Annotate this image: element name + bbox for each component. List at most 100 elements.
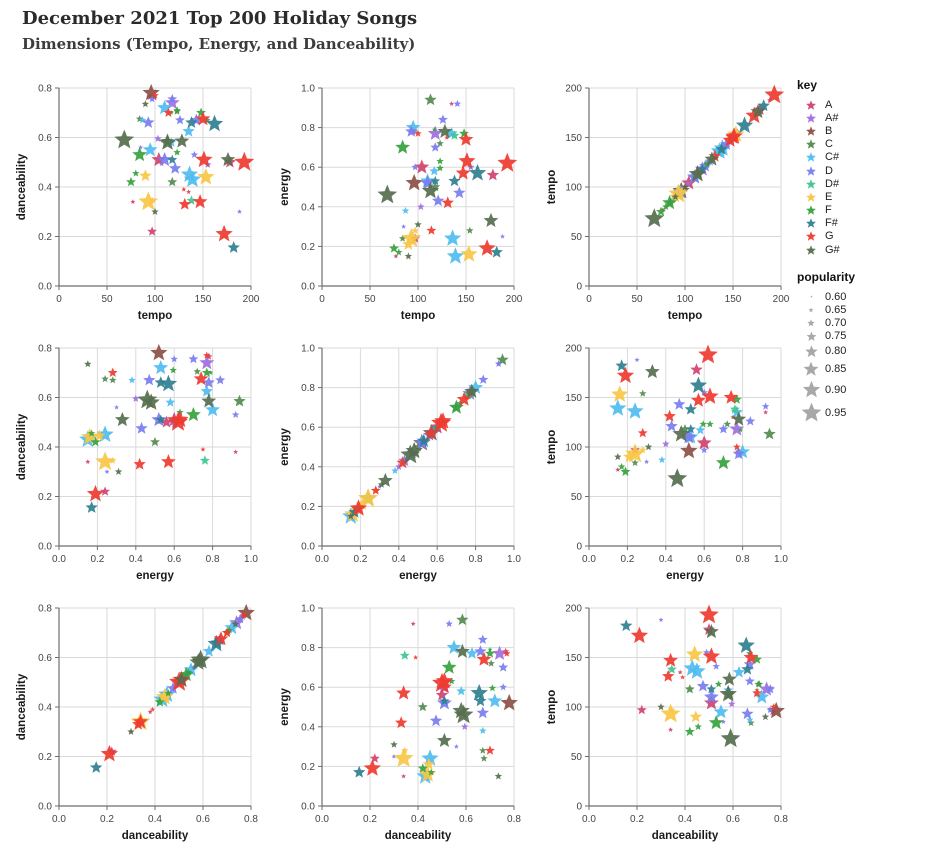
data-point-star xyxy=(167,154,178,164)
data-point-star xyxy=(104,469,110,474)
data-point-star xyxy=(235,613,246,624)
data-point-star xyxy=(434,412,452,429)
y-tick-label: 0.6 xyxy=(301,163,315,174)
data-point-star xyxy=(430,175,441,186)
x-axis-title: energy xyxy=(399,570,437,582)
legend-popularity-entry: 0.95 xyxy=(797,400,943,424)
data-point-star xyxy=(169,366,177,374)
legend-key-section: key A A# B C C# D D# E F F# G G# xyxy=(797,78,943,256)
data-point-star xyxy=(160,415,173,428)
data-point-star xyxy=(202,376,215,388)
y-tick-label: 0.2 xyxy=(38,492,52,503)
legend-popularity-entry: 0.70 xyxy=(797,316,943,329)
popularity-star-icon xyxy=(797,330,825,343)
y-tick-label: 0.0 xyxy=(38,802,52,813)
data-point-star xyxy=(453,99,462,107)
legend-popularity-label: 0.65 xyxy=(825,303,847,316)
x-tick-label: 0.8 xyxy=(774,814,788,825)
data-point-star xyxy=(405,125,418,137)
data-point-star xyxy=(474,694,487,707)
key-star-icon xyxy=(797,178,825,190)
data-point-star xyxy=(164,689,172,697)
data-point-star xyxy=(499,683,507,691)
data-point-star xyxy=(722,671,737,686)
y-tick-label: 0.4 xyxy=(38,703,52,714)
panel-danceability-vs-danceability: 0.0 0.2 0.4 0.6 0.8 0.0 0.2 0.4 0.6 0.8 danceabili… xyxy=(16,604,258,843)
data-point-star xyxy=(170,355,178,363)
data-point-star xyxy=(132,394,140,402)
x-tick-label: 0.2 xyxy=(100,814,114,825)
data-point-star xyxy=(663,652,678,667)
data-point-star xyxy=(747,718,755,726)
data-point-star xyxy=(151,207,159,215)
data-point-star xyxy=(455,643,470,658)
data-point-star xyxy=(496,353,509,366)
legend-key-title: key xyxy=(797,78,818,92)
data-point-star xyxy=(414,220,422,228)
data-point-star xyxy=(699,420,707,428)
data-point-star xyxy=(208,370,214,375)
panel-tempo-vs-energy: 0.0 0.2 0.4 0.6 0.8 1.0 0 50 100 150 200 energy temp… xyxy=(546,344,788,583)
y-axis-title: tempo xyxy=(546,170,558,205)
data-point-star xyxy=(356,497,369,510)
x-axis-title: tempo xyxy=(138,310,173,322)
data-point-star xyxy=(404,252,413,260)
y-tick-label: 50 xyxy=(571,492,583,503)
x-tick-label: 0.0 xyxy=(582,814,596,825)
data-point-star xyxy=(234,151,255,171)
data-point-star xyxy=(174,672,189,687)
data-point-star xyxy=(620,619,633,632)
key-star-icon xyxy=(797,204,825,216)
y-tick-label: 0.4 xyxy=(301,722,315,733)
data-point-star xyxy=(681,429,697,444)
data-point-star xyxy=(429,714,443,727)
y-tick-label: 0 xyxy=(576,802,582,813)
data-point-star xyxy=(732,665,746,678)
data-point-star xyxy=(691,392,706,407)
data-point-star xyxy=(697,164,708,174)
y-tick-label: 0.6 xyxy=(38,133,52,144)
data-point-star xyxy=(413,654,419,660)
data-point-star xyxy=(730,404,740,414)
data-point-star xyxy=(689,710,702,723)
data-point-star xyxy=(395,462,403,470)
data-point-star xyxy=(107,367,118,377)
legend-popularity-entry: 0.90 xyxy=(797,379,943,401)
data-point-star xyxy=(644,443,653,451)
data-point-star xyxy=(231,620,240,628)
data-point-star xyxy=(443,229,462,246)
data-point-star xyxy=(100,744,119,762)
data-point-star xyxy=(729,421,745,436)
data-point-star xyxy=(418,435,429,446)
y-tick-label: 0.0 xyxy=(301,802,315,813)
legend-popularity-label: 0.75 xyxy=(825,330,847,343)
data-point-star xyxy=(738,427,744,433)
y-tick-label: 0.4 xyxy=(38,443,52,454)
x-axis-title: tempo xyxy=(401,310,436,322)
data-point-star xyxy=(752,687,762,698)
data-point-star xyxy=(615,359,628,372)
legend-popularity-label: 0.95 xyxy=(825,406,847,419)
data-point-star xyxy=(190,113,203,126)
data-point-star xyxy=(417,202,425,210)
legend-key-label: F xyxy=(825,204,832,217)
data-point-star xyxy=(658,456,666,463)
x-tick-label: 50 xyxy=(364,294,376,305)
data-point-star xyxy=(639,389,647,397)
data-point-star xyxy=(494,359,503,367)
legend-popularity-section: popularity 0.60 0.65 0.70 0.75 0.80 0.85 0.90 0… xyxy=(797,270,943,424)
data-point-star xyxy=(728,700,736,708)
data-point-star xyxy=(609,399,627,416)
y-tick-label: 0.6 xyxy=(38,653,52,664)
data-point-star xyxy=(706,684,717,694)
data-point-star xyxy=(393,748,414,767)
data-point-star xyxy=(704,689,719,704)
data-point-star xyxy=(765,684,776,694)
data-point-star xyxy=(401,746,409,754)
data-point-star xyxy=(745,416,756,426)
data-point-star xyxy=(167,176,178,187)
data-point-star xyxy=(349,499,368,516)
panel-tempo-vs-tempo: 0 50 100 150 200 0 50 100 150 200 tempo tempo xyxy=(546,84,790,323)
data-point-star xyxy=(130,199,136,204)
